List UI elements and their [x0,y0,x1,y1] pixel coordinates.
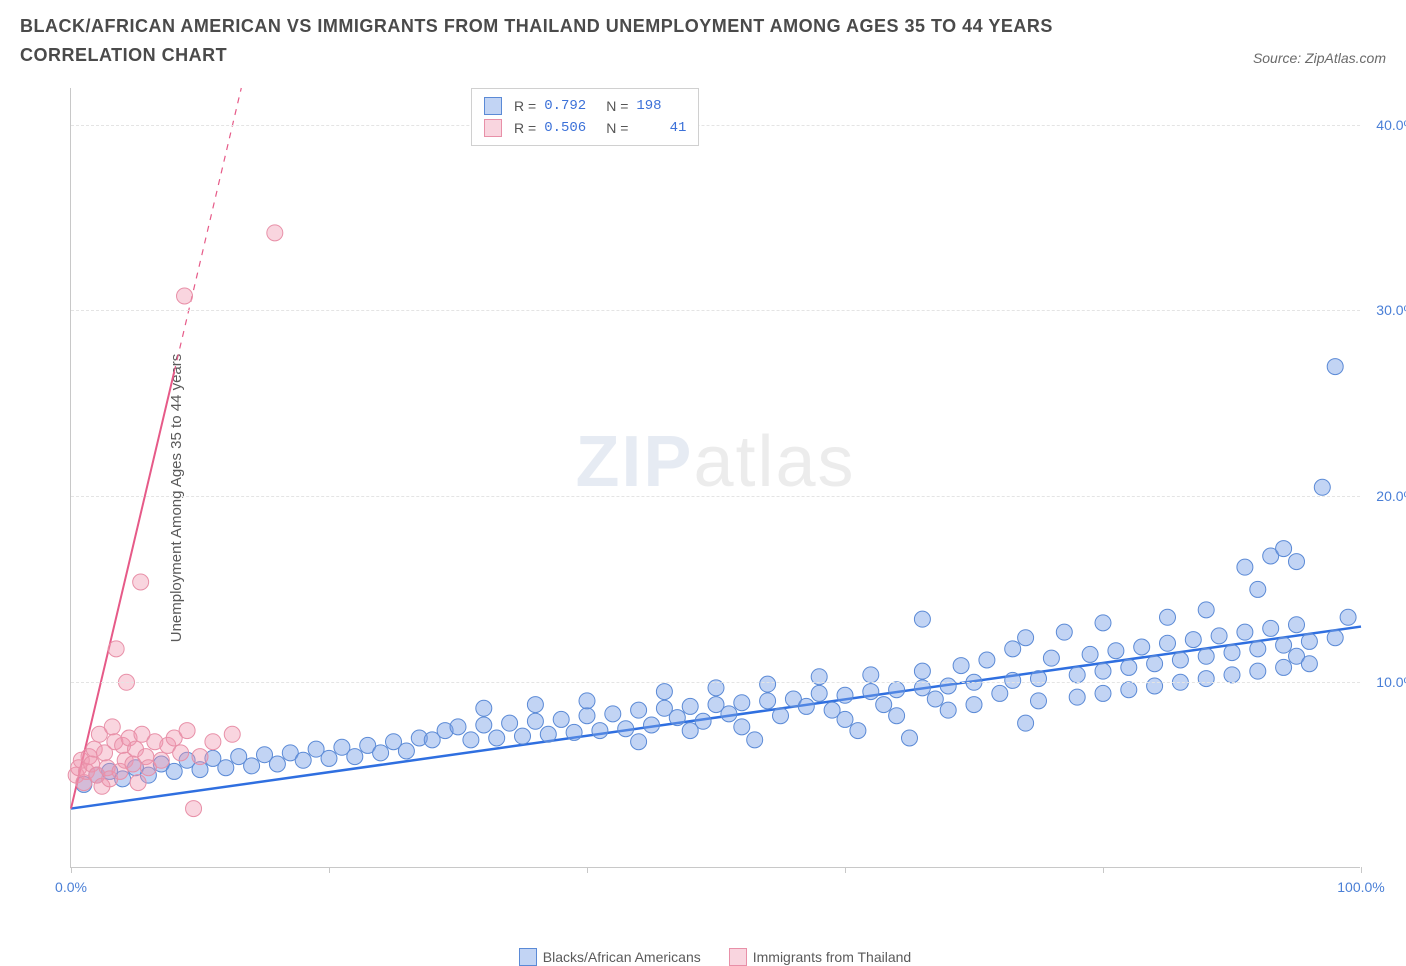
x-tick-label: 100.0% [1337,879,1384,895]
gridline [71,310,1360,311]
y-tick-label: 20.0% [1366,488,1406,504]
plot-area: ZIPatlas R = 0.792 N = 198 R = 0.506 N =… [70,88,1360,868]
legend-label: Blacks/African Americans [543,949,701,965]
chart-title: BLACK/AFRICAN AMERICAN VS IMMIGRANTS FRO… [20,12,1120,70]
gridline [71,496,1360,497]
x-tick [1103,867,1104,873]
n-value-pink: 41 [636,117,686,139]
x-tick [329,867,330,873]
x-tick [71,867,72,873]
legend-row-blue: R = 0.792 N = 198 [484,95,686,117]
plot-svg [71,88,1360,867]
gridline [71,682,1360,683]
legend-label: Immigrants from Thailand [753,949,911,965]
r-value-pink: 0.506 [544,117,594,139]
correlation-legend: R = 0.792 N = 198 R = 0.506 N = 41 [471,88,699,147]
y-tick-label: 40.0% [1366,117,1406,133]
legend-bottom: Blacks/African Americans Immigrants from … [70,948,1360,966]
gridline [71,125,1360,126]
x-tick [845,867,846,873]
chart-header: BLACK/AFRICAN AMERICAN VS IMMIGRANTS FRO… [20,12,1386,70]
x-tick-label: 0.0% [55,879,87,895]
legend-swatch [729,948,747,966]
y-tick-label: 30.0% [1366,302,1406,318]
x-tick [587,867,588,873]
swatch-pink [484,119,502,137]
legend-item: Blacks/African Americans [519,948,701,966]
source-attribution: Source: ZipAtlas.com [1253,50,1386,70]
swatch-blue [484,97,502,115]
r-value-blue: 0.792 [544,95,594,117]
legend-swatch [519,948,537,966]
legend-row-pink: R = 0.506 N = 41 [484,117,686,139]
chart-container: Unemployment Among Ages 35 to 44 years Z… [20,78,1386,918]
legend-item: Immigrants from Thailand [729,948,911,966]
y-tick-label: 10.0% [1366,674,1406,690]
n-value-blue: 198 [636,95,686,117]
x-tick [1361,867,1362,873]
